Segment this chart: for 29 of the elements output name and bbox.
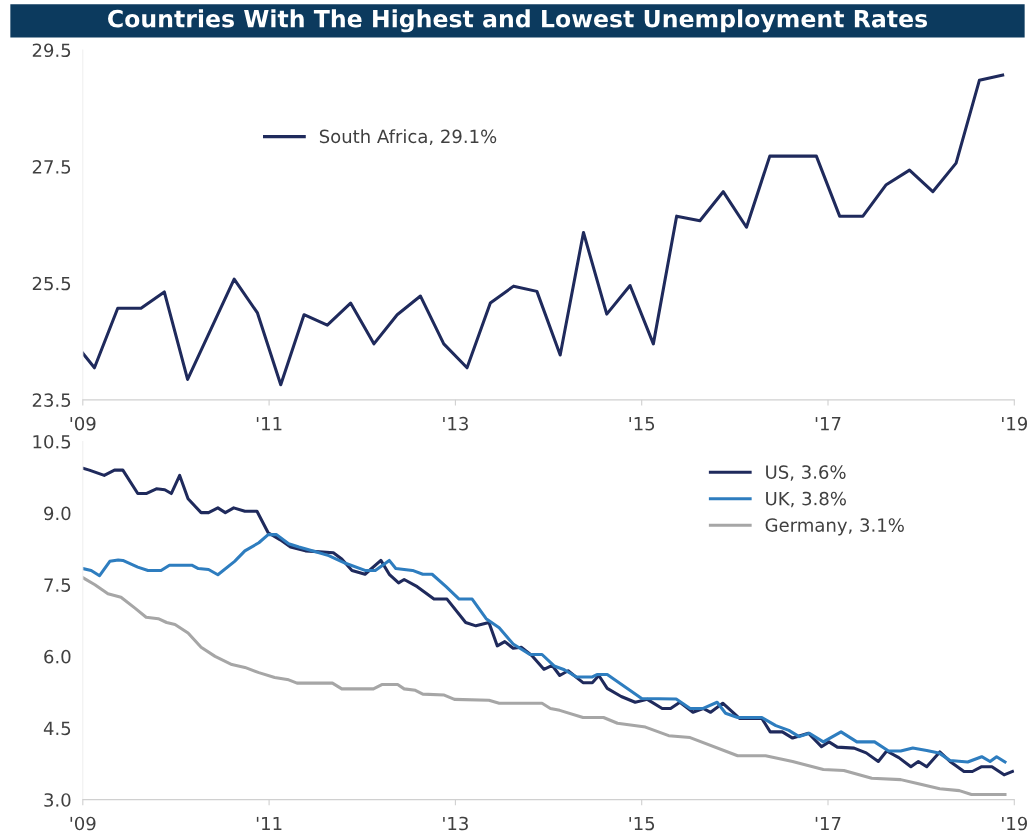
y-tick-label: 27.5 (32, 160, 71, 174)
y-tick-label: 25.5 (32, 276, 71, 291)
y-tick-label: 3.0 (44, 793, 71, 807)
x-tick-label: '17 (815, 816, 841, 831)
legend-label: South Africa, 29.1% (319, 129, 497, 146)
x-tick-label: '13 (443, 416, 468, 431)
legend-label: US, 3.6% (766, 465, 846, 481)
x-tick-label: '17 (815, 417, 841, 431)
y-tick-label: 23.5 (32, 393, 71, 407)
line-series (82, 73, 1005, 387)
x-tick-label: '19 (1002, 816, 1027, 831)
chart-title: Countries With The Highest and Lowest Unemployment Rates (108, 9, 928, 33)
x-tick-label: '13 (443, 816, 468, 831)
x-tick-label: '09 (70, 816, 96, 831)
x-tick-label: '19 (1002, 416, 1027, 431)
y-tick-label: 7.5 (44, 578, 71, 592)
legend-label: Germany, 3.1% (765, 518, 904, 536)
y-tick-label: 29.5 (32, 43, 71, 58)
line-series (82, 576, 1007, 796)
x-tick-label: '15 (629, 417, 655, 431)
y-tick-label: 9.0 (44, 506, 71, 521)
y-tick-label: 10.5 (33, 434, 71, 449)
y-tick-label: 6.0 (44, 649, 71, 664)
x-tick-label: '11 (256, 816, 282, 831)
y-tick-label: 4.5 (43, 721, 71, 736)
x-tick-label: '11 (256, 417, 282, 431)
x-tick-label: '09 (70, 416, 96, 431)
legend-label: UK, 3.8% (766, 491, 846, 508)
x-tick-label: '15 (629, 816, 655, 831)
